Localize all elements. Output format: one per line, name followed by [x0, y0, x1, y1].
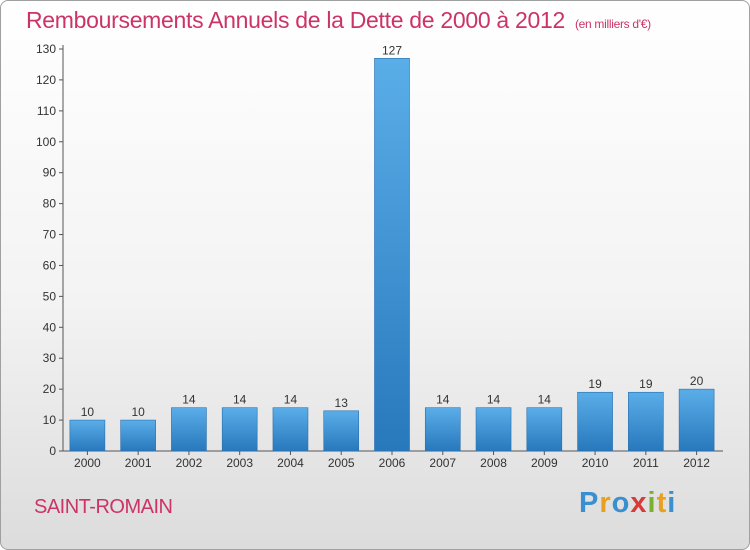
bar-2001 — [120, 419, 156, 452]
bar-2004 — [272, 407, 309, 452]
data-label: 19 — [639, 377, 653, 391]
y-tick-label: 130 — [36, 42, 56, 56]
bar-2008 — [475, 407, 512, 452]
x-tick-label: 2004 — [277, 456, 304, 470]
bar-2011 — [628, 391, 664, 452]
x-tick-label: 2003 — [226, 456, 253, 470]
logo-letter: P — [579, 487, 600, 519]
logo-letter: t — [656, 487, 668, 519]
axes: 0 10 20 30 40 50 60 70 80 90 100 110 120 130 2000 2001 2… — [36, 42, 723, 470]
bar-2003 — [221, 407, 258, 452]
chart-title: Remboursements Annuels de la Dette de 20… — [26, 7, 651, 34]
logo-letter: x — [630, 487, 648, 519]
logo-letter: o — [611, 487, 631, 519]
x-tick-label: 2006 — [379, 456, 406, 470]
chart-title-unit: (en milliers d'€) — [574, 17, 651, 31]
data-label: 14 — [487, 393, 501, 407]
y-tick-label: 110 — [37, 104, 56, 118]
data-label: 14 — [538, 393, 552, 407]
bars: 10 10 14 14 14 13 127 14 14 14 19 19 20 — [69, 43, 715, 452]
data-label: 10 — [131, 405, 145, 419]
x-tick-label: 2008 — [480, 456, 507, 470]
chart-title-text: Remboursements Annuels de la Dette de 20… — [26, 7, 565, 33]
y-tick-label: 120 — [36, 73, 56, 87]
bar-2006 — [374, 57, 410, 452]
data-label: 10 — [81, 405, 95, 419]
y-tick-label: 60 — [43, 258, 57, 272]
x-tick-label: 2005 — [328, 456, 355, 470]
data-label: 20 — [690, 374, 704, 388]
y-tick-label: 80 — [43, 197, 57, 211]
x-tick-label: 2001 — [125, 456, 152, 470]
data-label: 127 — [382, 43, 402, 57]
x-tick-label: 2010 — [582, 456, 609, 470]
bar-2007 — [424, 407, 461, 452]
x-tick-label: 2007 — [429, 456, 456, 470]
data-label: 14 — [233, 393, 247, 407]
y-tick-label: 100 — [36, 135, 56, 149]
x-tick-label: 2009 — [531, 456, 558, 470]
logo-letter: r — [599, 487, 612, 519]
logo-letter: i — [667, 487, 677, 519]
x-tick-label: 2000 — [74, 456, 101, 470]
y-tick-label: 90 — [43, 166, 57, 180]
city-name: SAINT-ROMAIN — [34, 496, 173, 518]
y-tick-label: 40 — [43, 320, 57, 334]
bar-2002 — [171, 407, 207, 452]
bar-2012 — [678, 388, 715, 452]
bar-2009 — [526, 407, 563, 452]
y-tick-label: 70 — [43, 228, 57, 242]
data-label: 14 — [182, 393, 196, 407]
y-tick-label: 30 — [43, 351, 57, 365]
y-tick-label: 20 — [43, 382, 57, 396]
proxiti-logo: Proxiti — [579, 487, 676, 520]
bar-2010 — [577, 391, 613, 452]
x-tick-label: 2002 — [176, 456, 203, 470]
data-label: 14 — [436, 393, 450, 407]
logo-letter: i — [647, 487, 657, 519]
bar-2000 — [69, 419, 106, 452]
data-label: 19 — [588, 377, 602, 391]
bar-2005 — [323, 410, 360, 452]
x-tick-label: 2011 — [633, 456, 659, 470]
y-tick-label: 10 — [43, 413, 57, 427]
bar-chart: 0 10 20 30 40 50 60 70 80 90 100 110 120 130 2000 2001 2… — [36, 42, 723, 470]
data-label: 13 — [335, 396, 349, 410]
data-label: 14 — [284, 393, 298, 407]
x-tick-label: 2012 — [683, 456, 710, 470]
y-tick-label: 0 — [49, 444, 56, 458]
y-tick-label: 50 — [43, 289, 57, 303]
